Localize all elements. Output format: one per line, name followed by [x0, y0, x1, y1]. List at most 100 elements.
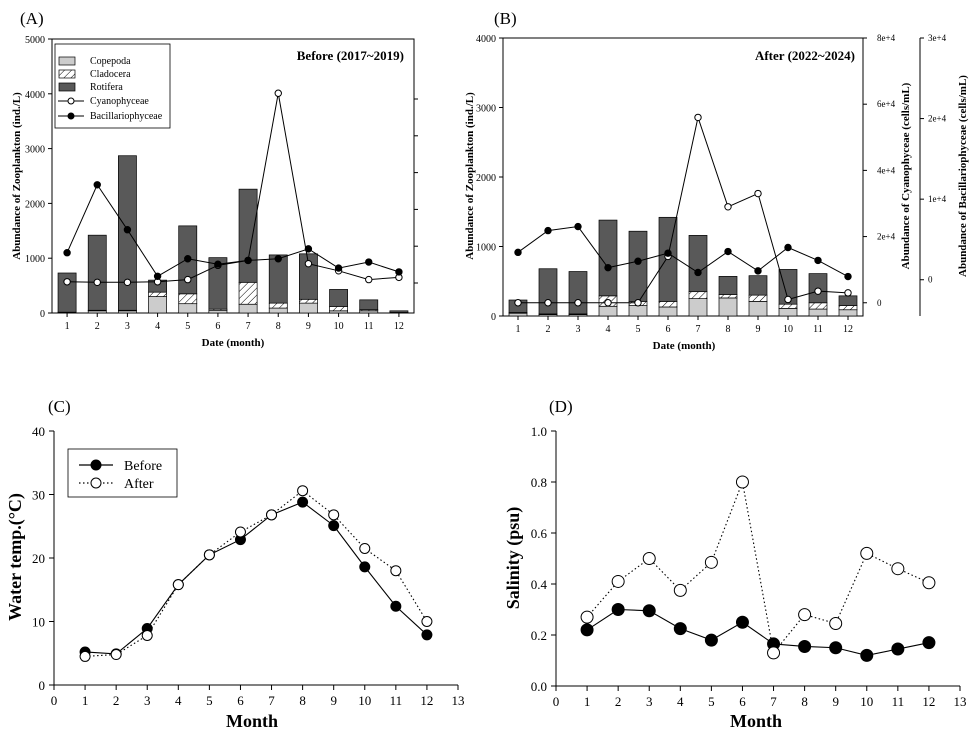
panel-a-y-tick-label: 4000 [25, 90, 45, 101]
panel-d-x-tick-label: 12 [922, 694, 935, 709]
panel-b-x-tick-label: 7 [696, 324, 701, 335]
panel-b-y-tick-label: 4000 [476, 34, 496, 45]
panel-d-point-before [891, 642, 905, 656]
panel-b-point-cyanophyceae [634, 299, 642, 307]
panel-a-point-bacillariophyceae [93, 181, 101, 189]
panel-b-bar-rotifera [778, 269, 798, 305]
panel-a-x-tick-label: 10 [334, 321, 344, 332]
panel-a-bar-rotifera [389, 310, 409, 313]
panel-a-point-bacillariophyceae [244, 256, 252, 265]
panel-d-y-tick-label: 0.0 [531, 679, 547, 694]
panel-c-point-after [203, 549, 215, 561]
panel-b-point-bacillariophyceae [604, 263, 612, 272]
panel-a-bar-copepoda [178, 303, 198, 314]
panel-a-point-bacillariophyceae [365, 258, 373, 266]
panel-d-point-before [798, 639, 812, 653]
panel-b-bar-copepoda [658, 306, 678, 317]
panel-c-y-axis-label: Water temp.(°C) [5, 493, 26, 621]
panel-d-x-tick-label: 2 [615, 694, 622, 709]
panel-a-x-tick-label: 11 [364, 321, 374, 332]
panel-d-label: (D) [549, 397, 573, 416]
panel-b-y2-tick-label: 4e+4 [877, 165, 896, 175]
panel-c-x-tick-label: 10 [358, 693, 371, 708]
panel-d-point-after [798, 608, 812, 622]
panel-a-bar-rotifera [268, 254, 288, 304]
legend-rotifera-label: Rotifera [90, 82, 123, 93]
panel-c-point-after [421, 616, 433, 627]
panel-b-point-bacillariophyceae [844, 272, 852, 281]
panel-b-bar-cladocera [658, 301, 678, 308]
panel-b-x-tick-label: 8 [726, 324, 731, 335]
panel-b-y3-tick-label: 0 [928, 275, 933, 285]
panel-b-title: After (2022~2024) [755, 48, 855, 63]
panel-a-bar-copepoda [268, 307, 288, 314]
panel-b-point-cyanophyceae [544, 299, 552, 307]
panel-c-point-after [297, 485, 309, 497]
panel-c-y-tick-label: 30 [32, 488, 45, 503]
panel-b-x-tick-label: 2 [546, 324, 551, 335]
panel-d-point-before [704, 633, 718, 647]
panel-d-line-before [586, 608, 930, 656]
panel-c-x-tick-label: 7 [268, 693, 275, 708]
panel-b-x-axis-label: Date (month) [653, 340, 716, 352]
panel-d-point-before [580, 623, 594, 637]
panel-c-x-tick-label: 13 [452, 693, 465, 708]
panel-d-point-before [611, 603, 625, 616]
panel-b-y2-axis-label: Abundance of Cyanophyceae (cells/mL) [900, 82, 912, 269]
panel-b-bar-copepoda [838, 309, 858, 317]
panel-c-point-after [328, 509, 340, 521]
panel-d-x-tick-label: 4 [677, 694, 684, 709]
panel-b-bar-rotifera [538, 268, 558, 315]
panel-d-y-tick-label: 0.8 [531, 475, 547, 490]
panel-b-point-cyanophyceae [574, 299, 582, 307]
panel-b-y-tick-label: 1000 [476, 243, 496, 254]
panel-b-bar-copepoda [598, 305, 618, 317]
panel-c-y-tick-label: 40 [32, 424, 45, 439]
panel-d-point-after [922, 576, 936, 590]
panel-c-line-after [85, 489, 428, 657]
panel-b-bar-copepoda [688, 298, 708, 317]
panel-b-point-bacillariophyceae [754, 267, 762, 275]
panel-a-point-bacillariophyceae [274, 255, 282, 263]
panel-a-bar-copepoda [148, 296, 167, 314]
panel-d-point-after [580, 610, 594, 624]
panel-b-point-bacillariophyceae [694, 268, 702, 277]
panel-d-x-tick-label: 9 [832, 694, 839, 709]
panel-b-bar-cladocera [748, 294, 768, 302]
panel-a-point-cyanophyceae [304, 259, 313, 268]
panel-c-point-after [390, 565, 402, 577]
panel-a-y-tick-label: 5000 [25, 35, 45, 46]
panel-b-label: (B) [494, 9, 517, 28]
panel-a-label: (A) [20, 9, 44, 28]
legend-bacillariophyceae-marker [67, 112, 75, 120]
panel-b-y3-tick-label: 2e+4 [928, 114, 947, 124]
panel-a-bar-copepoda [299, 302, 318, 314]
panel-a-plot-area [51, 38, 415, 314]
panel-d-point-after [642, 552, 656, 565]
panel-a-point-cyanophyceae [365, 275, 373, 284]
panel-c-point-before [328, 520, 340, 532]
panel-b-x-tick-label: 1 [516, 324, 521, 335]
panel-c-point-after [110, 649, 122, 661]
panel-d-y-tick-label: 0.4 [531, 577, 548, 592]
panel-c-x-axis-label: Month [226, 711, 278, 731]
panel-c-y-tick-label: 10 [32, 615, 45, 630]
panel-a-point-cyanophyceae [123, 278, 132, 287]
panel-b-point-cyanophyceae [784, 295, 792, 304]
panel-c-point-after [234, 526, 246, 538]
legend-copepoda-swatch [58, 56, 76, 66]
panel-b-bar-rotifera [748, 275, 768, 296]
panel-b-bar-cladocera [838, 305, 858, 311]
panel-a-x-tick-label: 4 [155, 321, 160, 332]
panel-b-bar-rotifera [628, 230, 648, 302]
panel-d-x-tick-label: 0 [553, 694, 560, 709]
panel-a-title: Before (2017~2019) [297, 48, 404, 63]
panel-a-legend: Copepoda Cladocera Rotifera Cyanophyceae… [54, 43, 171, 129]
panel-c-y-tick-label: 20 [32, 551, 45, 566]
panel-d-y-tick-label: 0.2 [531, 628, 547, 643]
panel-a-point-bacillariophyceae [153, 272, 162, 280]
panel-b-point-cyanophyceae [754, 189, 762, 198]
panel-d-x-tick-label: 5 [708, 694, 715, 709]
panel-c-x-tick-label: 8 [299, 693, 306, 708]
